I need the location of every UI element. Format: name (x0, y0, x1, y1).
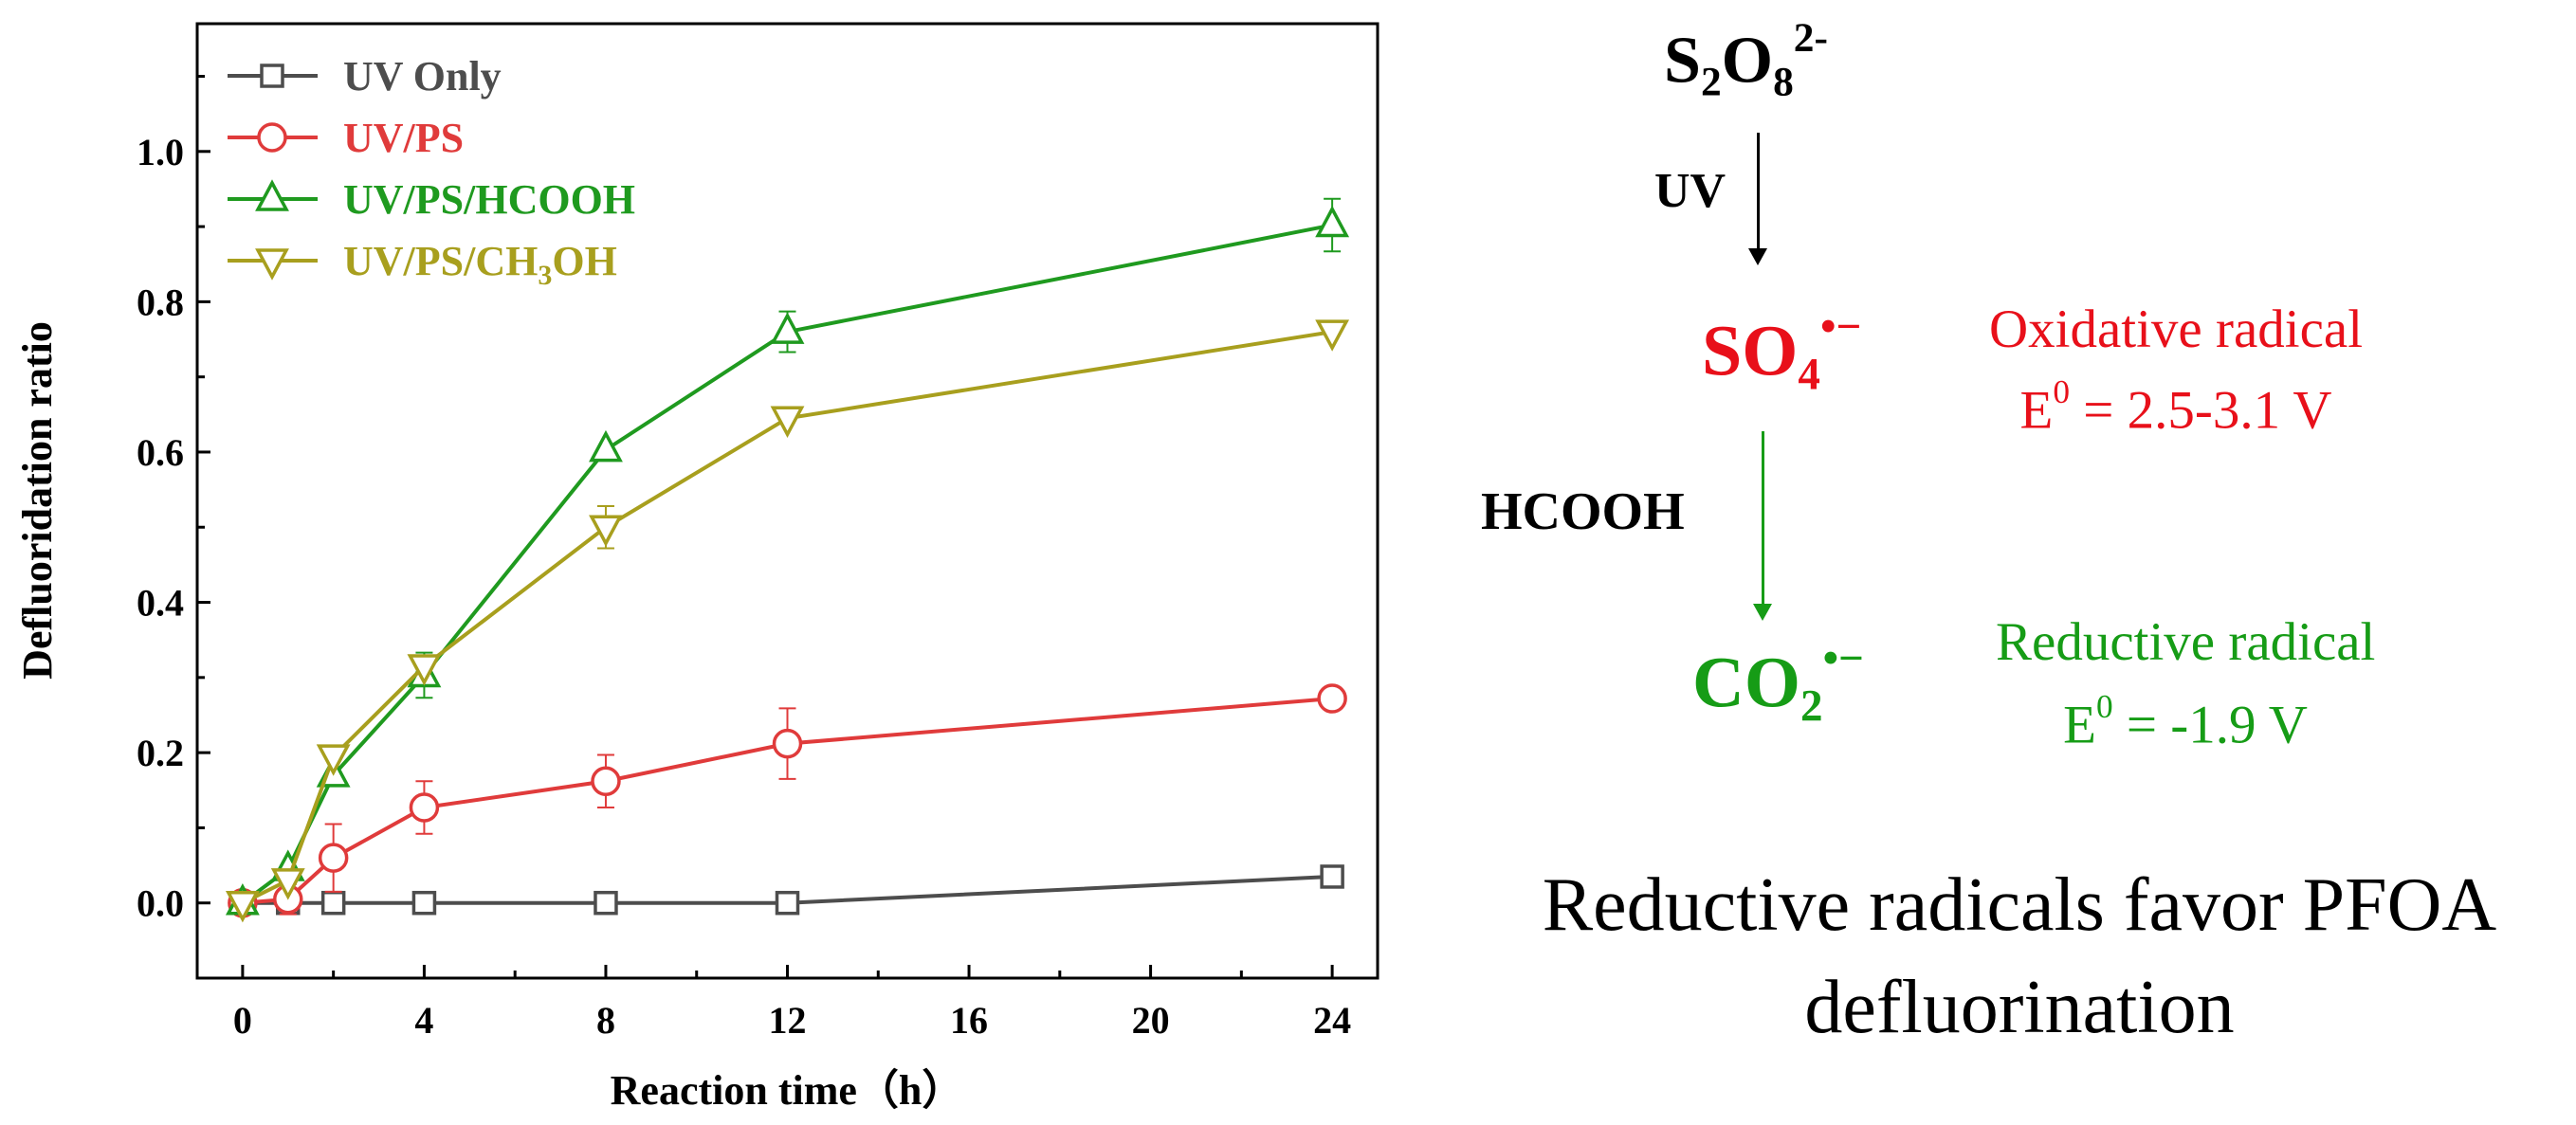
series-uv-ps-hcooh (225, 197, 1350, 916)
data-point (1317, 683, 1347, 714)
hcooh-arrow-head-icon (1753, 604, 1772, 621)
series-uv-only (230, 864, 1344, 916)
legend-marker (257, 122, 287, 153)
x-tick-label: 20 (1132, 999, 1170, 1042)
data-point (411, 890, 437, 916)
hcooh-arrow (1762, 431, 1764, 607)
legend-marker (255, 248, 289, 281)
legend-marker (260, 64, 284, 88)
legend-marker (255, 179, 289, 211)
defluoridation-chart: 0 4 8 12 16 20 24 0.0 0.2 0.4 0.6 0.8 1.0 UV Only UV/… (14, 22, 1379, 1114)
data-point (591, 766, 621, 797)
x-tick-label: 0 (233, 999, 252, 1042)
conclusion-line-1: Reductive radicals favor PFOA (1542, 863, 2497, 947)
legend: UV Only UV/PS UV/PS/HCOOH UV/PS/CH3OH (228, 53, 635, 291)
axis-tick-labels: 0 4 8 12 16 20 24 0.0 0.2 0.4 0.6 0.8 1.0 (137, 131, 1351, 1042)
uv-label: UV (1654, 164, 1726, 218)
legend-label: UV/PS (343, 115, 464, 161)
data-point (594, 890, 618, 916)
legend-entry: UV/PS (228, 115, 464, 161)
y-tick-label: 0.8 (137, 281, 184, 323)
x-tick-label: 16 (950, 999, 988, 1042)
axis-ticks (197, 75, 1334, 978)
data-point (772, 728, 803, 759)
x-tick-label: 24 (1313, 999, 1351, 1042)
data-point (589, 429, 623, 463)
legend-label: UV Only (343, 53, 502, 100)
y-tick-label: 1.0 (137, 131, 184, 173)
x-axis-label: Reaction time（h） (611, 1067, 964, 1114)
data-point (407, 654, 442, 686)
data-point (270, 868, 305, 900)
oxidative-radical-title: Oxidative radical (1988, 299, 2364, 359)
series-uv-ps (228, 683, 1347, 918)
legend-entry: UV/PS/CH3OH (228, 238, 617, 291)
y-tick-label: 0.2 (137, 732, 184, 774)
data-point (770, 312, 805, 344)
persulfate-formula: S2O82- (1664, 15, 1828, 105)
co2-radical-formula: CO2•− (1692, 634, 1864, 732)
data-point (225, 890, 260, 923)
sulfate-radical-formula: SO4•− (1702, 302, 1862, 400)
legend-entry: UV Only (228, 53, 502, 100)
data-point (775, 890, 800, 916)
y-tick-label: 0.4 (137, 582, 184, 625)
data-point (1320, 864, 1344, 889)
data-series (225, 197, 1350, 923)
legend-label: UV/PS/HCOOH (343, 176, 635, 223)
x-tick-label: 12 (769, 999, 807, 1042)
y-axis-label: Defluoridation ratio (14, 321, 61, 680)
y-tick-label: 0.0 (137, 882, 184, 925)
reductive-radical-title: Reductive radical (1996, 612, 2376, 672)
x-tick-label: 8 (596, 999, 615, 1042)
data-point (316, 744, 351, 776)
data-point (1315, 205, 1350, 238)
data-point (589, 515, 623, 547)
uv-arrow (1757, 133, 1760, 251)
data-point (409, 792, 440, 823)
oxidative-potential: E0 = 2.5-3.1 V (2019, 373, 2332, 441)
legend-label: UV/PS/CH3OH (343, 238, 617, 291)
hcooh-label: HCOOH (1481, 482, 1685, 541)
series-uv-ps-ch3oh (225, 319, 1350, 923)
data-point (318, 843, 349, 873)
data-point (1315, 319, 1350, 352)
conclusion-line-2: defluorination (1804, 966, 2235, 1049)
y-tick-label: 0.6 (137, 431, 184, 474)
x-tick-label: 4 (414, 999, 433, 1042)
data-point (320, 890, 346, 916)
uv-arrow-head-icon (1748, 248, 1767, 265)
reductive-potential: E0 = -1.9 V (2063, 688, 2308, 755)
data-point (770, 406, 805, 438)
legend-entry: UV/PS/HCOOH (228, 176, 635, 223)
